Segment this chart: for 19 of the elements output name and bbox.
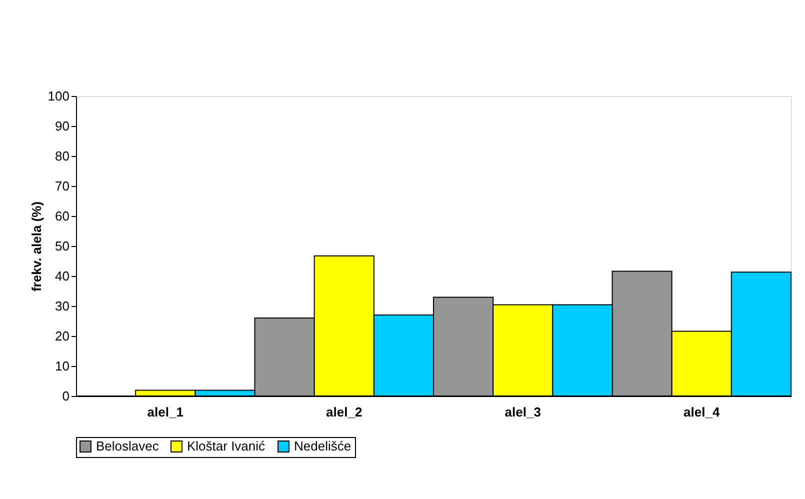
y-tick-label: 10 bbox=[55, 358, 70, 374]
y-tick-label: 90 bbox=[55, 118, 70, 134]
x-tick-label: alel_1 bbox=[147, 404, 184, 420]
y-tick-label: 60 bbox=[55, 208, 70, 224]
y-tick-label: 50 bbox=[55, 238, 70, 254]
y-tick-label: 0 bbox=[62, 388, 70, 404]
x-tick-label: alel_4 bbox=[684, 404, 720, 420]
y-tick-label: 30 bbox=[55, 298, 70, 314]
y-tick-label: 70 bbox=[55, 178, 70, 194]
y-tick-label: 20 bbox=[55, 328, 70, 344]
y-tick-label: 80 bbox=[55, 148, 70, 164]
legend-label: Kloštar Ivanić bbox=[187, 438, 266, 454]
legend-label: Nedelišće bbox=[294, 438, 352, 454]
legend-label: Beloslavec bbox=[96, 438, 160, 454]
y-tick-label: 40 bbox=[55, 268, 70, 284]
y-axis-title: frekv. alela (%) bbox=[28, 201, 44, 292]
x-tick-label: alel_2 bbox=[326, 404, 362, 420]
y-tick-label: 100 bbox=[48, 88, 70, 104]
x-tick-label: alel_3 bbox=[504, 404, 541, 420]
